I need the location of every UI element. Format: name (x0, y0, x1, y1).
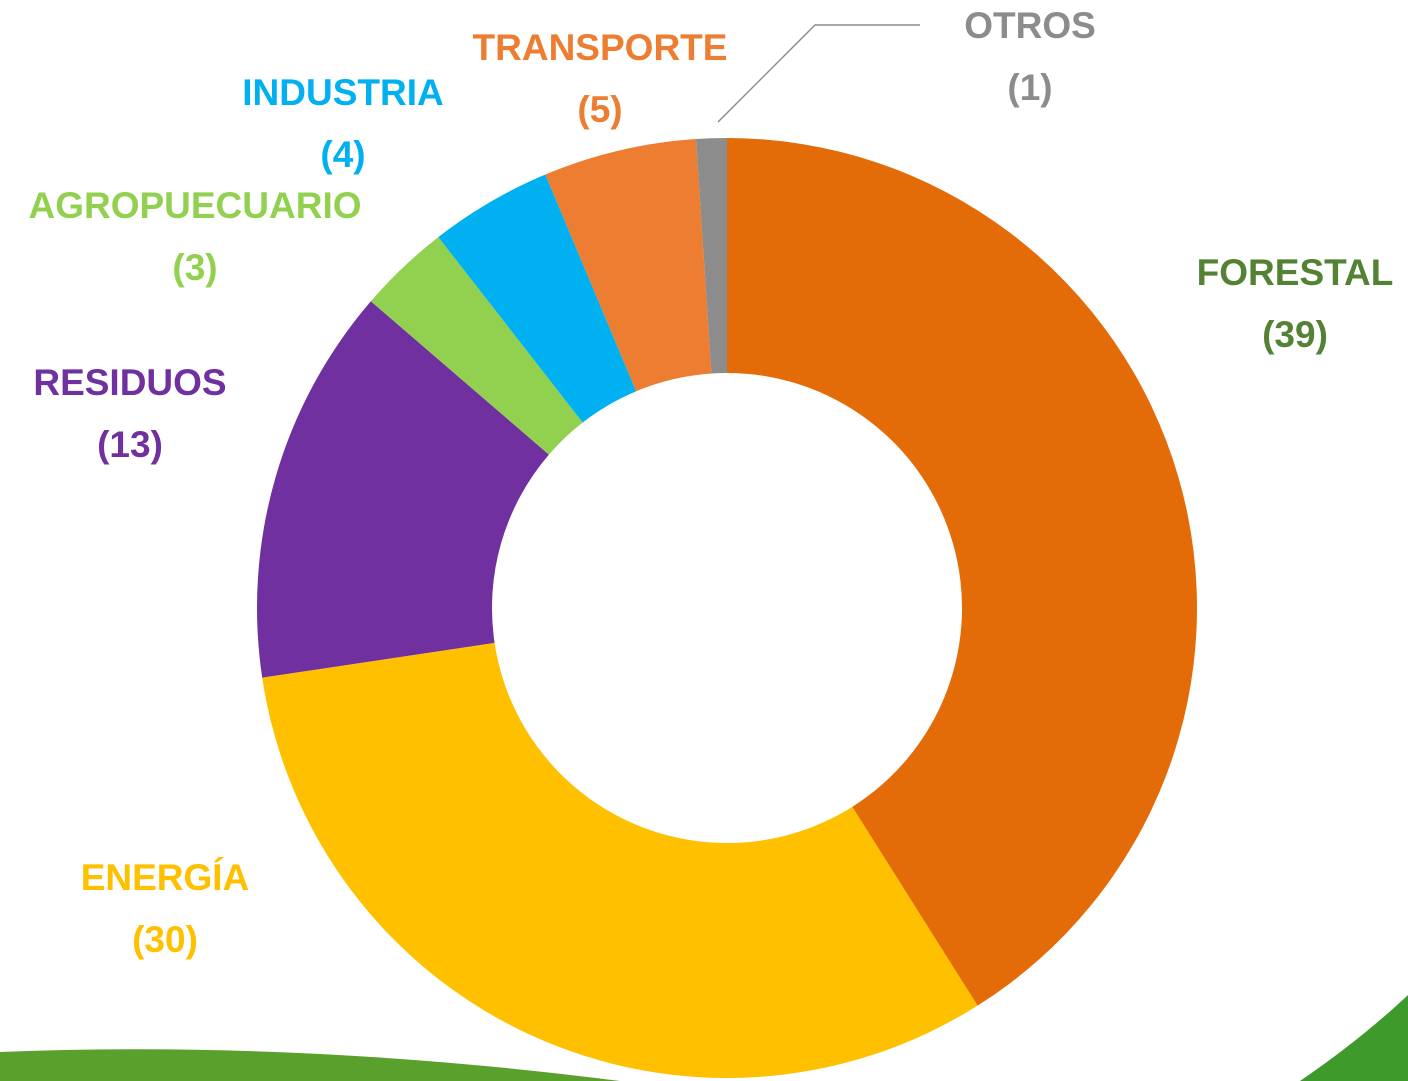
slice-label: TRANSPORTE (473, 27, 728, 68)
slice-label: RESIDUOS (33, 362, 226, 403)
slice (727, 138, 1197, 1006)
slice-label: OTROS (964, 5, 1096, 46)
slice-value-label: (3) (172, 247, 217, 288)
slice-label: INDUSTRIA (242, 72, 443, 113)
slice-label: FORESTAL (1197, 252, 1394, 293)
slice (257, 301, 549, 678)
slice-value-label: (30) (132, 919, 198, 960)
decor-swoosh (1300, 995, 1408, 1081)
slice (370, 237, 583, 455)
slice-label: AGROPUECUARIO (28, 185, 361, 226)
slice (695, 138, 727, 374)
leader-line (717, 24, 920, 123)
slice-label: ENERGÍA (81, 857, 250, 898)
slice-value-label: (39) (1262, 314, 1328, 355)
slice-value-label: (4) (320, 134, 365, 175)
slice (545, 139, 712, 392)
slice-value-label: (1) (1007, 67, 1052, 108)
slice-value-label: (13) (97, 424, 163, 465)
slice (438, 174, 637, 423)
slice (262, 642, 978, 1078)
decor-swoosh (0, 1049, 620, 1081)
slice-value-label: (5) (577, 89, 622, 130)
